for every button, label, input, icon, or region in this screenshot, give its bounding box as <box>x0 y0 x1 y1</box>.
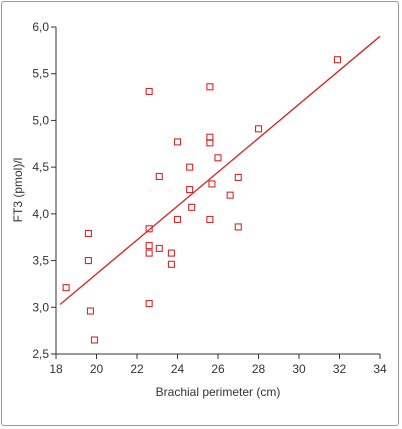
scatter-point <box>86 307 94 315</box>
x-tick-label: 20 <box>90 362 104 376</box>
scatter-point <box>84 229 92 238</box>
y-tick-label: 2,5 <box>32 347 49 361</box>
x-tick-label: 22 <box>130 362 144 376</box>
scatter-point <box>155 172 163 181</box>
scatter-point <box>206 215 214 224</box>
y-axis-label: FT3 (pmol)/l <box>11 158 25 223</box>
scatter-point <box>333 56 342 64</box>
scatter-point <box>234 223 242 231</box>
x-tick-label: 18 <box>49 362 63 376</box>
trend-line-group <box>59 35 381 306</box>
scatter-point <box>62 284 70 292</box>
scatter-point <box>188 203 196 211</box>
scatter-point <box>145 225 153 233</box>
ticks: 18 20 22 24 26 28 30 32 34 2,5 3,0 3,5 4,0 4,5 5,0 5,5 6… <box>32 20 387 376</box>
y-tick-label: 5,5 <box>32 67 49 81</box>
y-tick-label: 6,0 <box>32 20 49 34</box>
scatter-point <box>214 154 222 162</box>
axes <box>55 27 380 355</box>
scatter-point <box>90 336 99 344</box>
scatter-point <box>84 257 92 265</box>
x-tick-label: 28 <box>252 362 266 376</box>
scatter-point <box>145 249 153 257</box>
scatter-point <box>234 173 242 181</box>
regression-line <box>59 35 381 306</box>
scatter-point <box>186 163 194 171</box>
y-tick-label: 5,0 <box>32 113 49 127</box>
scatter-point <box>186 186 194 194</box>
x-tick-label: 32 <box>333 362 347 376</box>
scatter-point <box>155 244 163 252</box>
scatter-point <box>167 260 175 268</box>
scatter-point <box>226 191 234 199</box>
y-tick-label: 3,0 <box>32 300 49 314</box>
x-axis-label: Brachial perimeter (cm) <box>156 385 281 399</box>
y-tick-label: 3,5 <box>32 254 49 268</box>
scatter-point <box>173 215 182 224</box>
y-tick-label: 4,0 <box>32 207 49 221</box>
scatter-point <box>206 83 214 91</box>
x-tick-label: 34 <box>373 362 387 376</box>
scatter-point <box>173 138 182 146</box>
x-tick-label: 26 <box>211 362 225 376</box>
scatter-point <box>145 87 153 96</box>
scatter-point <box>254 125 263 133</box>
scatter-point <box>206 139 214 147</box>
scatter-point <box>145 299 153 308</box>
scatter-point <box>167 249 175 257</box>
scatter-point <box>208 180 216 188</box>
scatter-point <box>145 242 153 250</box>
y-tick-label: 4,5 <box>32 160 49 174</box>
data-points <box>62 56 342 344</box>
x-tick-label: 24 <box>171 362 185 376</box>
x-tick-label: 30 <box>292 362 306 376</box>
